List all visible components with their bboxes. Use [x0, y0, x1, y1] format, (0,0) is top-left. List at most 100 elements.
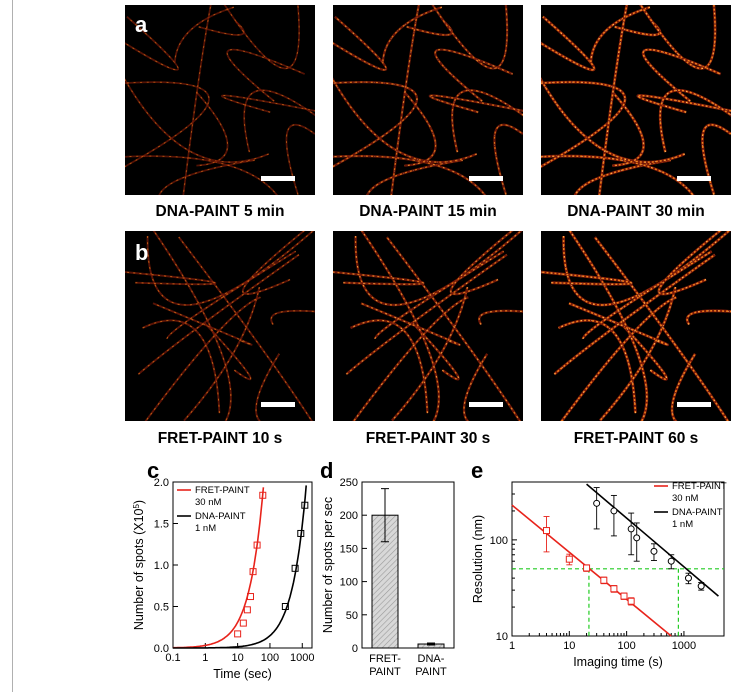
- microtubule-filament: [183, 286, 261, 421]
- microtubule-signal: [204, 322, 251, 380]
- chart-e-point: [650, 547, 658, 555]
- chart-e-fit-dna-paint: [586, 483, 719, 597]
- chart-c-ylabel: Number of spots (X105): [132, 500, 147, 630]
- microtubule-signal: [686, 310, 731, 325]
- microtubule-signal: [614, 20, 661, 36]
- microtubule-signal: [345, 254, 508, 375]
- chart-d-xtick-label: PAINT: [369, 666, 401, 678]
- microtubule-signal: [541, 81, 626, 168]
- microtubule-signal: [493, 124, 523, 195]
- chart-c-point: [239, 619, 247, 627]
- caption-dna-paint-15min: DNA-PAINT 15 min: [359, 203, 497, 220]
- chart-e-point: [600, 576, 608, 584]
- microtubule-signal: [568, 302, 669, 346]
- microtubule-filament: [158, 159, 255, 195]
- microtubule-signal: [226, 49, 305, 102]
- microtubule-signal: [390, 5, 420, 195]
- microtubule-signal: [286, 124, 315, 195]
- microtubule-signal: [333, 78, 477, 163]
- microtubule-highlight: [333, 155, 486, 195]
- microtubule-filament: [182, 5, 212, 195]
- chart-c-xlabel: Time (sec): [213, 667, 272, 681]
- microtubule-filament: [152, 231, 232, 421]
- chart-e-ytick-label: 10: [496, 631, 508, 643]
- microtubule-signal: [350, 319, 429, 414]
- chart-d-frame: [361, 481, 455, 649]
- chart-e-legend-sub: 30 nM: [672, 493, 698, 504]
- chart-e-xtick-label: 100: [617, 640, 635, 652]
- microtubule-signal: [671, 353, 696, 421]
- microtubule-signal: [366, 159, 463, 195]
- scale-bar: [469, 176, 503, 181]
- fret-paint-10s-image: [125, 231, 315, 421]
- microtubule-signal: [620, 322, 668, 380]
- chart-c-ytick-label: 0.0: [154, 643, 169, 655]
- panel-label-c: c: [147, 458, 160, 483]
- microtubule-signal: [333, 155, 486, 195]
- microtubule-highlight: [640, 5, 716, 69]
- microtubule-filament: [242, 231, 306, 295]
- fret-paint-30s-image: [333, 231, 523, 421]
- chart-e-point: [627, 525, 635, 533]
- chart-e-xtick-label: 1000: [672, 640, 696, 652]
- microtubule-filament: [434, 48, 514, 103]
- microtubule-signal: [558, 319, 637, 414]
- chart-e-point: [610, 585, 618, 593]
- caption-dna-paint-30min: DNA-PAINT 30 min: [567, 203, 705, 220]
- microtubule-filament: [573, 158, 672, 195]
- chart-c-point: [253, 541, 261, 549]
- panel-label-e: e: [471, 458, 484, 483]
- chart-e-point: [633, 534, 641, 542]
- microtubule-signal: [599, 286, 677, 421]
- microtubule-filament: [270, 309, 315, 326]
- microtubule-signal: [478, 310, 523, 325]
- chart-c-xtick-label: 10: [232, 652, 244, 664]
- chart-c-ytick-label: 0.5: [154, 602, 169, 614]
- chart-c-legend-name: DNA-PAINT: [195, 511, 246, 522]
- chart-e-point: [543, 527, 551, 535]
- microtubule-signal: [463, 353, 488, 421]
- chart-e-point: [697, 582, 705, 590]
- chart-e-ylabel: Resolution (nm): [471, 515, 485, 603]
- chart-e-point: [583, 564, 591, 572]
- chart-e-xtick-label: 10: [563, 640, 575, 652]
- chart-c-point: [246, 593, 254, 601]
- microtubule-highlight: [643, 49, 721, 102]
- chart-c-point: [249, 568, 257, 576]
- microtubule-signal: [594, 236, 729, 421]
- scale-bar: [677, 402, 711, 407]
- microtubule-signal: [590, 6, 651, 63]
- chart-e-ytick-label: 100: [490, 535, 508, 547]
- caption-fret-paint-60s: FRET-PAINT 60 s: [573, 430, 699, 447]
- chart-d-ytick-label: 100: [340, 577, 358, 589]
- chart-d-ytick-label: 200: [340, 510, 358, 522]
- chart-c-legend-sub: 1 nM: [195, 523, 216, 534]
- dna-paint-5min-image: [125, 5, 315, 195]
- microtubule-filament: [411, 322, 460, 381]
- chart-e-point: [565, 555, 573, 563]
- chart-c-xtick-label: 0.1: [165, 652, 180, 664]
- microtubule-signal: [125, 271, 216, 285]
- microtubule-signal: [406, 20, 453, 36]
- chart-e-point: [620, 592, 628, 600]
- chart-c-ytick-label: 2.0: [154, 477, 169, 489]
- microtubule-signal: [178, 236, 313, 421]
- microtubule-highlight: [582, 251, 712, 339]
- microtubule-highlight: [374, 251, 504, 339]
- microtubule-filament: [385, 236, 522, 421]
- microtubule-highlight: [599, 287, 676, 421]
- scale-bar: [677, 176, 711, 181]
- microtubule-signal: [659, 89, 731, 153]
- chart-e-legend-name: FRET-PAINT: [672, 481, 727, 492]
- chart-c-ytick-label: 1.5: [154, 519, 169, 531]
- chart-d-ytick-label: 50: [346, 610, 358, 622]
- chart-c-fit-dna-paint: [173, 485, 307, 649]
- scale-bar: [261, 402, 295, 407]
- microtubule-signal: [562, 231, 730, 306]
- microtubule-highlight: [702, 124, 731, 195]
- microtubule-filament: [354, 231, 523, 306]
- panel-label-b: b: [135, 240, 149, 265]
- scale-bar: [261, 176, 295, 181]
- chart-c-point: [291, 564, 299, 572]
- microtubule-highlight: [435, 49, 513, 102]
